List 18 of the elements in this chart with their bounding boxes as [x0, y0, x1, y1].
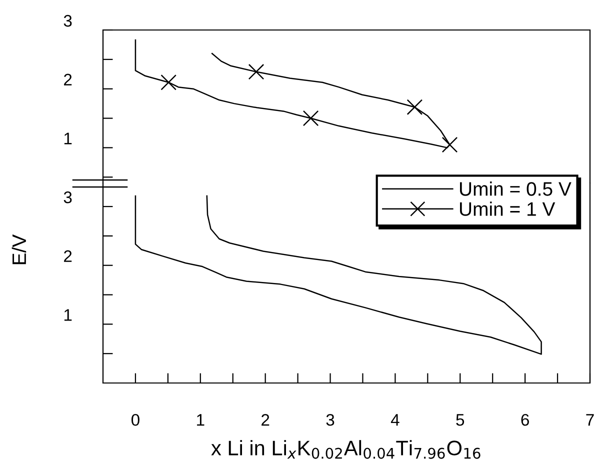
x-tick-label: 4 [390, 414, 400, 426]
y-tick-label: 2 [64, 250, 72, 262]
legend-label: Umin = 1 V [460, 202, 556, 216]
y-tick-label: 1 [64, 309, 72, 321]
y-axis-title: E/V [12, 234, 26, 264]
x-tick-label: 6 [521, 414, 529, 426]
x-tick-label: 2 [262, 414, 270, 426]
x-tick-label: 1 [197, 414, 204, 426]
x-tick-label: 5 [456, 414, 464, 426]
x-tick-label: 3 [326, 414, 334, 426]
x-tick-label: 7 [586, 414, 594, 426]
text: x Li in Li$_{x}$K$_{0.02}$Al$_{0.04}$Ti$_{7.96}$O$_{16}$ [211, 440, 480, 459]
y-tick-label: 3 [64, 191, 72, 204]
x-tick-label: 0 [131, 414, 140, 426]
y-tick-label: 3 [64, 14, 72, 27]
text: Umin = 0.5 V [460, 182, 572, 196]
y-tick-label: 2 [64, 74, 72, 86]
y-tick-label: 1 [64, 132, 72, 144]
